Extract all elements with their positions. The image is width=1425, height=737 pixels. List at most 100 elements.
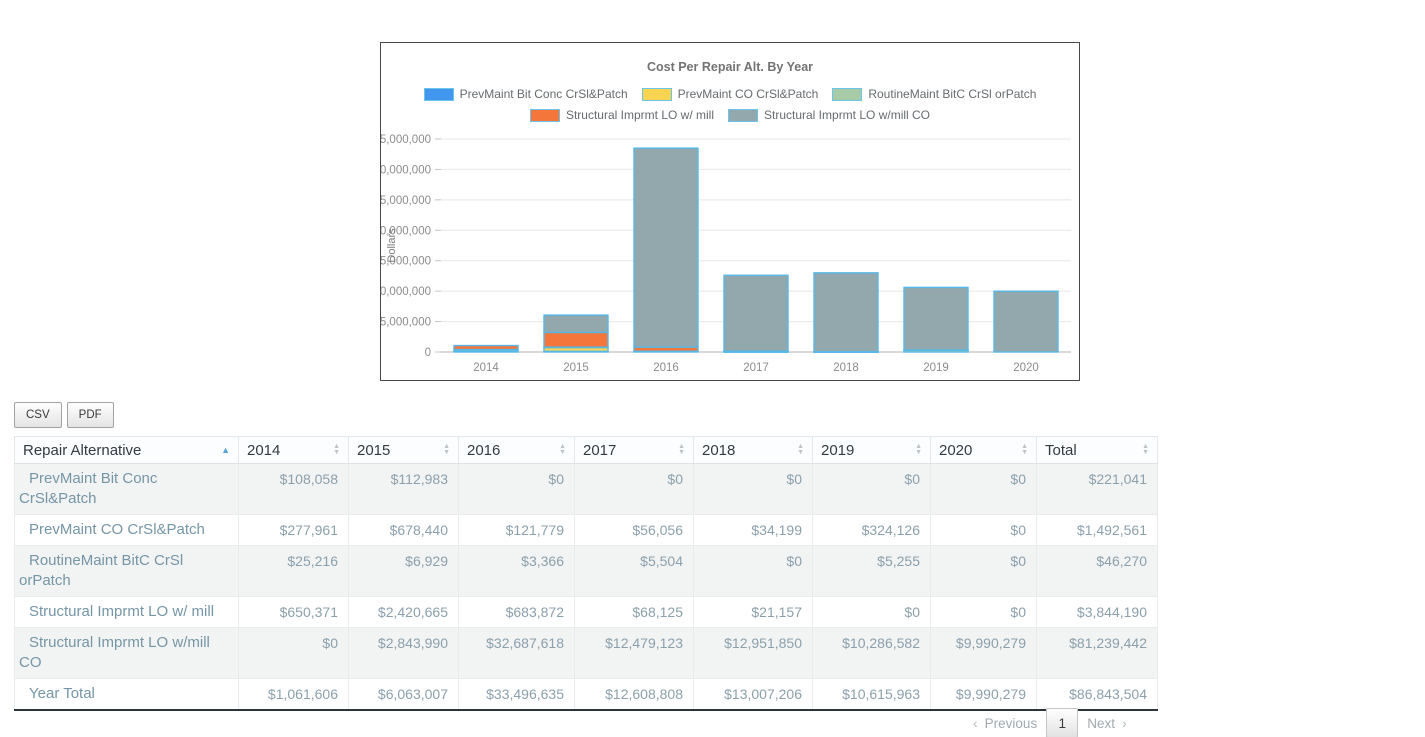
- sort-icon: ▲ ▼: [1142, 443, 1149, 456]
- table-header-row: Repair Alternative ▲ 2014 ▲ ▼ 2015 ▲ ▼ 2016 ▲ ▼ 201…: [14, 436, 1158, 464]
- sort-icon: ▲ ▼: [797, 443, 804, 456]
- column-header-2016[interactable]: 2016 ▲ ▼: [458, 436, 575, 464]
- column-header-total[interactable]: Total ▲ ▼: [1036, 436, 1158, 464]
- bar-segment: [543, 331, 609, 348]
- cost-value: $3,844,190: [1036, 596, 1158, 628]
- column-header-2015[interactable]: 2015 ▲ ▼: [348, 436, 459, 464]
- cost-value: $32,687,618: [458, 627, 575, 679]
- x-tick-label: 2020: [1013, 362, 1039, 374]
- cost-value: $0: [930, 545, 1037, 597]
- legend-swatch-icon: [423, 87, 454, 101]
- cost-value: $3,366: [458, 545, 575, 597]
- cost-value: $1,492,561: [1036, 514, 1158, 546]
- cost-value: $0: [458, 463, 575, 515]
- cost-value: $678,440: [348, 514, 459, 546]
- cost-value: $46,270: [1036, 545, 1158, 597]
- column-header-2020[interactable]: 2020 ▲ ▼: [930, 436, 1037, 464]
- column-header-2014[interactable]: 2014 ▲ ▼: [238, 436, 349, 464]
- page-button-current[interactable]: 1: [1046, 708, 1079, 737]
- cost-value: $86,843,504: [1036, 678, 1158, 711]
- next-page-button[interactable]: Next ›: [1087, 715, 1126, 731]
- cost-value: $112,983: [348, 463, 459, 515]
- x-tick-label: 2014: [473, 362, 499, 374]
- legend-item[interactable]: Structural Imprmt LO w/mill CO: [728, 108, 930, 122]
- legend-item[interactable]: RoutineMaint BitC CrSl orPatch: [832, 87, 1036, 101]
- sort-icon: ▲ ▼: [915, 443, 922, 456]
- cost-value: $9,990,279: [930, 678, 1037, 711]
- cost-value: $0: [930, 514, 1037, 546]
- cost-value: $221,041: [1036, 463, 1158, 515]
- sort-icon: ▲ ▼: [1021, 443, 1028, 456]
- pagination: ‹ Previous 1 Next ›: [973, 708, 1127, 737]
- chart-panel: Cost Per Repair Alt. By Year PrevMaint B…: [380, 42, 1080, 381]
- y-tick-label: 5,000,000: [381, 317, 431, 329]
- cost-table: Repair Alternative ▲ 2014 ▲ ▼ 2015 ▲ ▼ 2016 ▲ ▼ 201…: [14, 436, 1158, 711]
- cost-value: $33,496,635: [458, 678, 575, 711]
- pdf-button[interactable]: PDF: [66, 402, 114, 428]
- cost-value: $277,961: [238, 514, 349, 546]
- bar-segment: [813, 272, 879, 353]
- table-row: Structural Imprmt LO w/ mill $650,371 $2,4…: [14, 596, 1158, 628]
- column-header-label: Total: [1045, 441, 1077, 459]
- legend-swatch-icon: [641, 87, 672, 101]
- y-tick-label: 25,000,000: [381, 195, 431, 207]
- cost-value: $0: [930, 596, 1037, 628]
- legend-item[interactable]: Structural Imprmt LO w/ mill: [529, 108, 714, 122]
- row-label: PrevMaint CO CrSl&Patch: [14, 514, 239, 546]
- cost-value: $12,608,808: [574, 678, 694, 711]
- x-tick-label: 2015: [563, 362, 589, 374]
- cost-value: $1,061,606: [238, 678, 349, 711]
- cost-value: $0: [693, 545, 813, 597]
- cost-value: $0: [812, 463, 931, 515]
- next-label: Next: [1087, 715, 1115, 731]
- column-header-label: 2018: [702, 441, 736, 459]
- cost-value: $68,125: [574, 596, 694, 628]
- cost-value: $0: [574, 463, 694, 515]
- column-header-2017[interactable]: 2017 ▲ ▼: [574, 436, 694, 464]
- cost-value: $6,063,007: [348, 678, 459, 711]
- legend-item[interactable]: PrevMaint Bit Conc CrSl&Patch: [423, 87, 628, 101]
- column-header-label: 2014: [247, 441, 281, 459]
- row-label: Structural Imprmt LO w/ mill: [14, 596, 239, 628]
- cost-value: $25,216: [238, 545, 349, 597]
- legend-swatch-icon: [832, 87, 863, 101]
- sort-ascending-icon: ▲: [221, 444, 230, 455]
- column-header-repair-alternative[interactable]: Repair Alternative ▲: [14, 436, 239, 464]
- previous-page-button[interactable]: ‹ Previous: [973, 715, 1037, 731]
- table-row: RoutineMaint BitC CrSl orPatch $25,216 $6,…: [14, 545, 1158, 597]
- x-tick-label: 2019: [923, 362, 949, 374]
- row-label: PrevMaint Bit Conc CrSl&Patch: [14, 463, 239, 515]
- cost-value: $650,371: [238, 596, 349, 628]
- bar-segment: [633, 147, 699, 348]
- cost-value: $2,843,990: [348, 627, 459, 679]
- y-axis-title: Dollars: [386, 228, 398, 263]
- cost-value: $0: [930, 463, 1037, 515]
- row-label: Structural Imprmt LO w/mill CO: [14, 627, 239, 679]
- bar-segment: [993, 290, 1059, 353]
- table-body: PrevMaint Bit Conc CrSl&Patch $108,058 $11…: [14, 463, 1158, 711]
- x-tick-label: 2017: [743, 362, 769, 374]
- chevron-right-icon: ›: [1121, 715, 1127, 731]
- cost-value: $56,056: [574, 514, 694, 546]
- previous-label: Previous: [984, 715, 1038, 731]
- csv-button[interactable]: CSV: [14, 402, 62, 428]
- column-header-2018[interactable]: 2018 ▲ ▼: [693, 436, 813, 464]
- cost-value: $324,126: [812, 514, 931, 546]
- cost-value: $2,420,665: [348, 596, 459, 628]
- sort-icon: ▲ ▼: [678, 443, 685, 456]
- legend-label: PrevMaint CO CrSl&Patch: [677, 87, 819, 101]
- sort-icon: ▲ ▼: [333, 443, 340, 456]
- legend-label: PrevMaint Bit Conc CrSl&Patch: [459, 87, 628, 101]
- legend-row: Structural Imprmt LO w/ mill Structural I…: [529, 108, 930, 122]
- legend-label: Structural Imprmt LO w/mill CO: [764, 108, 931, 122]
- bar-segment: [723, 274, 789, 352]
- export-toolbar: CSV PDF: [14, 402, 114, 428]
- legend-item[interactable]: PrevMaint CO CrSl&Patch: [641, 87, 819, 101]
- chevron-left-icon: ‹: [973, 715, 978, 731]
- cost-value: $0: [812, 596, 931, 628]
- column-header-label: Repair Alternative: [23, 441, 142, 459]
- row-label: RoutineMaint BitC CrSl orPatch: [14, 545, 239, 597]
- column-header-2019[interactable]: 2019 ▲ ▼: [812, 436, 931, 464]
- legend-label: RoutineMaint BitC CrSl orPatch: [868, 87, 1037, 101]
